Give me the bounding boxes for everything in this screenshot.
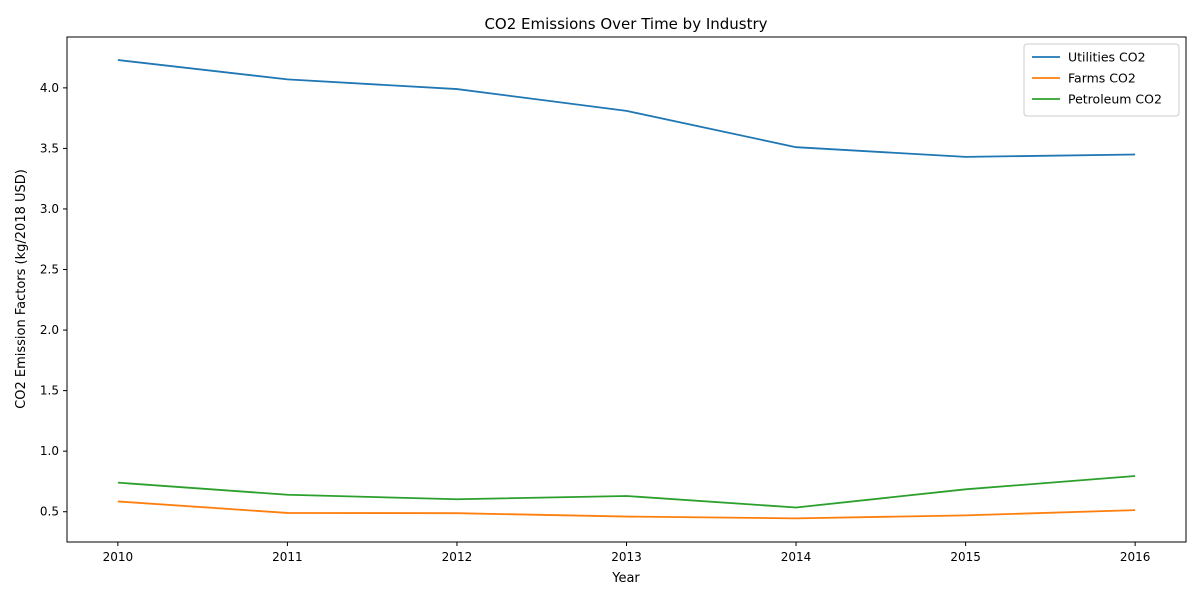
series-layer — [117, 59, 1136, 520]
y-tick-label: 2.0 — [40, 323, 59, 337]
plot-frame — [66, 36, 1187, 543]
legend-label: Petroleum CO2 — [1068, 92, 1162, 107]
x-tick-label: 2012 — [442, 550, 473, 564]
x-tick-label: 2011 — [272, 550, 303, 564]
y-tick-label: 0.5 — [40, 505, 59, 519]
y-tick-label: 3.0 — [40, 202, 59, 216]
legend-label: Farms CO2 — [1068, 71, 1136, 86]
series-line-utilities-co2 — [117, 59, 1136, 158]
legend-label: Utilities CO2 — [1068, 50, 1146, 65]
x-tick-label: 2015 — [950, 550, 981, 564]
x-axis-label: Year — [611, 571, 640, 586]
series-line-farms-co2 — [117, 500, 1136, 520]
y-tick-label: 1.5 — [40, 384, 59, 398]
y-axis-label: CO2 Emission Factors (kg/2018 USD) — [14, 169, 29, 409]
x-tick-label: 2013 — [611, 550, 642, 564]
x-tick-label: 2010 — [103, 550, 134, 564]
x-tick-label: 2016 — [1120, 550, 1151, 564]
chart-title: CO2 Emissions Over Time by Industry — [484, 15, 767, 33]
y-tick-label: 4.0 — [40, 81, 59, 95]
y-axis: 0.5 1.0 1.5 2.0 2.5 3.0 3.5 4.0 — [40, 81, 67, 519]
legend: Utilities CO2 Farms CO2 Petroleum CO2 — [1023, 43, 1180, 117]
series-line-petroleum-co2 — [117, 475, 1136, 509]
x-axis: 2010 2011 2012 2013 2014 2015 2016 — [103, 542, 1151, 564]
y-tick-label: 1.0 — [40, 444, 59, 458]
legend-box — [1023, 43, 1180, 117]
y-tick-label: 3.5 — [40, 141, 59, 155]
y-tick-label: 2.5 — [40, 263, 59, 277]
x-tick-label: 2014 — [781, 550, 812, 564]
